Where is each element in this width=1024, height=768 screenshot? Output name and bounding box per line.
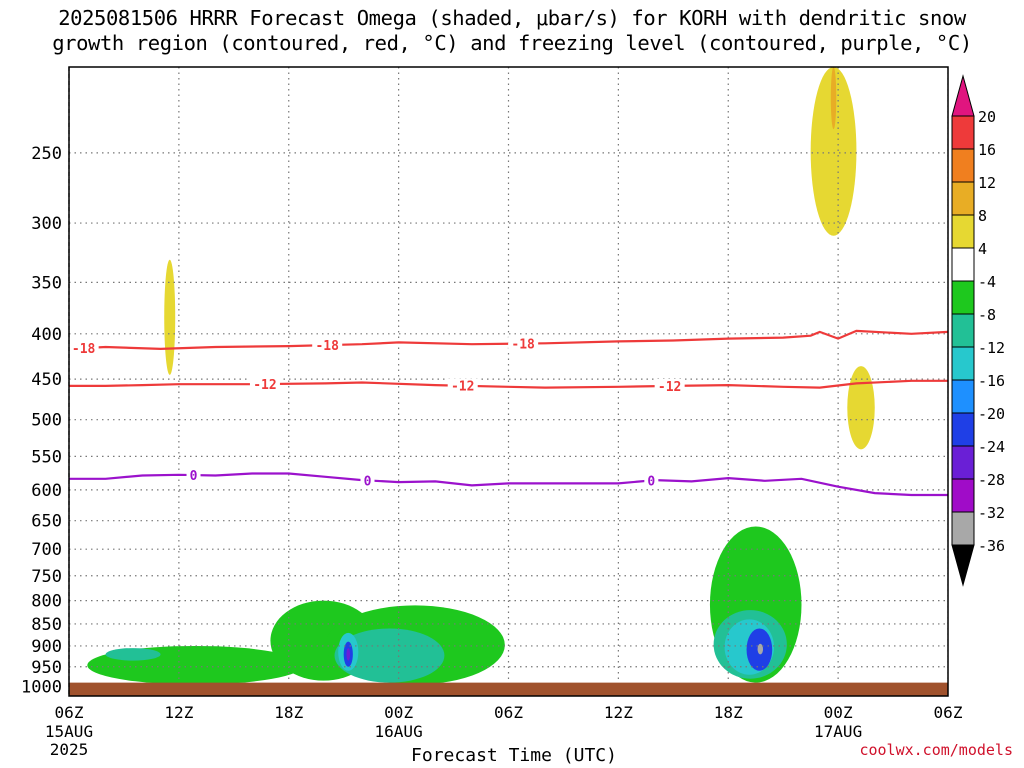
colorbar-label: 4	[978, 240, 987, 258]
omega-region-13	[810, 67, 857, 236]
y-tick-label: 400	[31, 325, 62, 345]
y-tick-label: 500	[31, 411, 62, 431]
x-axis-title: Forecast Time (UTC)	[411, 745, 617, 766]
colorbar-swatch	[951, 445, 975, 480]
colorbar-label: -4	[978, 273, 996, 291]
contour-line-0	[69, 472, 948, 497]
x-tick-label: 18Z	[714, 703, 743, 722]
colorbar-label: 20	[978, 108, 996, 126]
contour-label: -12	[253, 378, 276, 393]
colorbar-swatch	[951, 247, 975, 282]
colorbar	[951, 74, 975, 587]
contour-label: 0	[364, 474, 372, 489]
plot-frame	[68, 66, 949, 697]
colorbar-swatch	[951, 148, 975, 183]
omega-region-4	[334, 628, 445, 683]
x-tick-year: 2025	[50, 740, 89, 759]
x-tick-date: 15AUG	[45, 722, 93, 741]
y-tick-label: 350	[31, 273, 62, 293]
colorbar-swatch	[951, 346, 975, 381]
omega-region-12	[757, 643, 764, 655]
contour-label-bg	[508, 336, 539, 351]
x-tick-label: 18Z	[274, 703, 303, 722]
plot-area: -18 -18 -18 -12 -12 -12 0 0 0	[69, 67, 948, 696]
y-tick-label: 1000	[21, 677, 62, 697]
colorbar-swatch	[951, 412, 975, 447]
colorbar-top-arrow	[951, 74, 975, 117]
y-tick-label: 600	[31, 481, 62, 501]
omega-region-2	[105, 648, 161, 661]
y-tick-label: 650	[31, 512, 62, 532]
contour-label: 0	[647, 474, 655, 489]
chart-title: 2025081506 HRRR Forecast Omega (shaded, …	[0, 6, 1024, 56]
contour-line--18	[69, 329, 948, 351]
site-credit[interactable]: coolwx.com/models	[859, 741, 1013, 759]
colorbar-swatch	[951, 379, 975, 414]
colorbar-label: 12	[978, 174, 996, 192]
x-tick-date: 16AUG	[375, 722, 423, 741]
colorbar-label: 16	[978, 141, 996, 159]
contour-label: -12	[451, 380, 474, 395]
contour-label: -18	[315, 339, 339, 354]
x-tick-label: 00Z	[824, 703, 853, 722]
x-tick-label: 00Z	[384, 703, 413, 722]
contour-label-bg	[249, 377, 280, 392]
colorbar-swatch	[951, 280, 975, 315]
colorbar-bottom-arrow	[951, 544, 975, 587]
contour-label-bg	[360, 473, 375, 488]
contour-line--12	[69, 379, 948, 389]
colorbar-label: -36	[978, 537, 1005, 555]
x-tick-label: 12Z	[164, 703, 193, 722]
colorbar-label: 8	[978, 207, 987, 225]
omega-region-14	[830, 67, 837, 130]
colorbar-label: -28	[978, 471, 1005, 489]
x-tick-label: 06Z	[934, 703, 963, 722]
colorbar-label: -20	[978, 405, 1005, 423]
x-tick-label: 12Z	[604, 703, 633, 722]
contour-label-bg	[186, 468, 201, 483]
colorbar-swatch	[951, 313, 975, 348]
colorbar-swatch	[951, 181, 975, 216]
y-tick-label: 700	[31, 540, 62, 560]
y-tick-label: 950	[31, 658, 62, 678]
omega-region-7	[346, 648, 351, 661]
colorbar-label: -12	[978, 339, 1005, 357]
title-line-2: growth region (contoured, red, °C) and f…	[52, 31, 972, 55]
ground-band	[69, 682, 948, 696]
contour-label-bg	[644, 473, 659, 488]
contour-label: 0	[190, 469, 198, 484]
colorbar-label: -24	[978, 438, 1005, 456]
y-tick-label: 450	[31, 370, 62, 390]
contour-label-bg	[312, 338, 343, 353]
colorbar-label: -16	[978, 372, 1005, 390]
y-tick-label: 900	[31, 637, 62, 657]
colorbar-swatch	[951, 511, 975, 546]
x-tick-date: 17AUG	[814, 722, 862, 741]
title-line-1: 2025081506 HRRR Forecast Omega (shaded, …	[58, 6, 966, 30]
y-tick-label: 550	[31, 447, 62, 467]
colorbar-swatch	[951, 478, 975, 513]
omega-region-16	[164, 259, 176, 375]
x-tick-label: 06Z	[55, 703, 84, 722]
colorbar-swatch	[951, 214, 975, 249]
contour-label: -12	[658, 380, 681, 395]
y-tick-label: 800	[31, 592, 62, 612]
contour-label: -18	[72, 342, 96, 357]
x-tick-label: 06Z	[494, 703, 523, 722]
omega-region-15	[847, 366, 875, 450]
contour-label-bg	[654, 378, 685, 393]
y-tick-label: 250	[31, 144, 62, 164]
colorbar-label: -32	[978, 504, 1005, 522]
y-tick-label: 300	[31, 214, 62, 234]
colorbar-swatch	[951, 115, 975, 150]
contour-label-bg	[69, 341, 99, 356]
contour-label-bg	[447, 378, 478, 393]
colorbar-label: -8	[978, 306, 996, 324]
y-tick-label: 750	[31, 567, 62, 587]
y-tick-label: 850	[31, 615, 62, 635]
contour-label: -18	[511, 338, 535, 353]
